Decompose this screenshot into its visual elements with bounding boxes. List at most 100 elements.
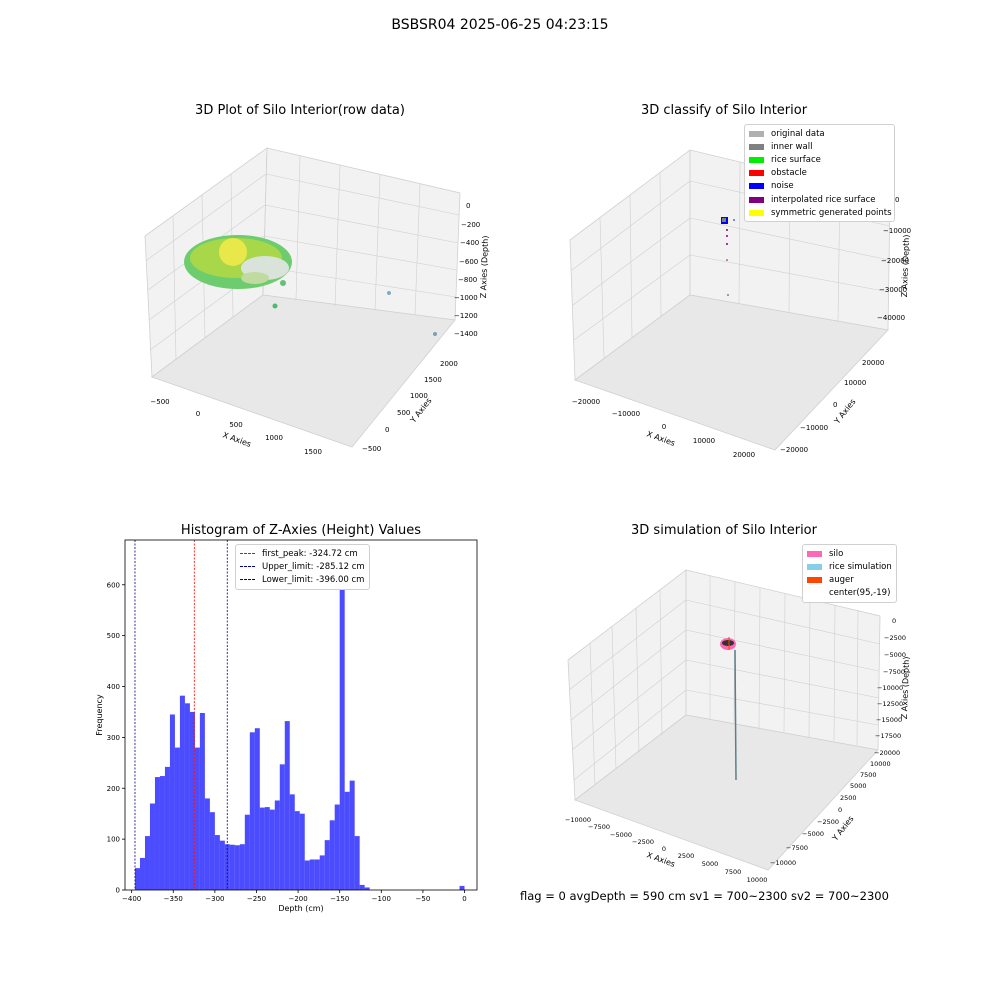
legend-swatch — [749, 209, 764, 216]
histogram-bar — [149, 803, 155, 890]
raw-ztick-2: −400 — [460, 239, 479, 247]
legend-label: first_peak: -324.72 cm — [262, 548, 358, 559]
classify-points — [721, 217, 735, 296]
classify-ztick-2: −20000 — [881, 257, 909, 265]
classify-plot-title: 3D classify of Silo Interior — [640, 103, 808, 118]
histogram-bar — [229, 844, 235, 890]
raw-xtick-2: 500 — [229, 421, 242, 429]
legend-swatch — [749, 130, 764, 137]
legend-swatch — [807, 563, 822, 570]
sim-xtick-5: 2500 — [678, 852, 695, 860]
legend-swatch — [749, 156, 764, 163]
classify-ytick-1: −10000 — [800, 424, 828, 432]
legend-label: original data — [771, 128, 825, 139]
sim-xtick-7: 7500 — [725, 868, 742, 876]
classify-xtick-3: 10000 — [693, 437, 715, 445]
classify-ztick-3: −30000 — [879, 286, 907, 294]
histogram-bar — [219, 840, 225, 890]
histogram-bar — [214, 835, 220, 890]
simulation-legend: silo rice simulation auger center(95,-19… — [802, 544, 897, 603]
legend-label: silo — [829, 548, 844, 559]
histogram-bar — [209, 812, 215, 890]
histogram-bar — [139, 857, 145, 890]
legend-item-silo: silo — [807, 547, 892, 560]
histogram-bar — [174, 747, 180, 890]
legend-swatch — [749, 196, 764, 203]
histogram-bar — [299, 813, 305, 890]
histogram-title: Histogram of Z-Axies (Height) Values — [180, 523, 422, 538]
sim-xtick-1: −7500 — [588, 823, 610, 831]
sim-ztick-0: 0 — [892, 617, 896, 625]
legend-label: obstacle — [771, 168, 807, 179]
sim-xlabel: X Axies — [645, 850, 676, 869]
classify-xtick-0: −20000 — [572, 398, 600, 406]
sim-ytick-3: −2500 — [817, 818, 839, 826]
sim-xtick-3: −2500 — [632, 838, 654, 846]
histogram-bar — [134, 868, 140, 890]
sim-ytick-7: 7500 — [860, 771, 877, 779]
histogram-bar — [354, 836, 360, 890]
sim-ytick-2: −5000 — [802, 830, 824, 838]
classify-zlabel: Z Axies (Depth) — [900, 234, 911, 297]
histogram-bar — [164, 766, 170, 890]
histogram-ytick-label: 500 — [107, 632, 120, 640]
legend-item-rice-surface: rice surface — [749, 153, 890, 166]
sim-ztick-2: −5000 — [884, 651, 906, 659]
histogram-bar — [199, 712, 205, 890]
legend-label: symmetric generated points — [771, 207, 892, 218]
histogram-ytick-label: 0 — [116, 887, 120, 895]
histogram-bar — [289, 794, 295, 890]
classify-xtick-2: 0 — [662, 423, 666, 431]
sim-ztick-5: −12500 — [877, 700, 903, 708]
classify-ytick-0: −20000 — [780, 446, 808, 454]
histogram-bar — [144, 836, 150, 890]
legend-label: noise — [771, 181, 794, 192]
histogram-bar — [249, 732, 255, 890]
classify-ztick-1: −10000 — [883, 227, 911, 235]
sim-xtick-0: −10000 — [565, 816, 591, 824]
sim-xtick-2: −5000 — [610, 831, 632, 839]
raw-3d-panes — [144, 147, 461, 448]
raw-ztick-5: −1000 — [454, 294, 478, 302]
legend-label: interpolated rice surface — [771, 194, 876, 205]
legend-item-first-peak: first_peak: -324.72 cm — [240, 547, 365, 560]
raw-ztick-7: −1400 — [454, 330, 478, 338]
histogram-bar — [284, 721, 290, 890]
classify-ytick-4: 20000 — [862, 359, 884, 367]
histogram-bar — [294, 811, 300, 890]
raw-ztick-3: −600 — [459, 258, 478, 266]
histogram-bar — [159, 776, 165, 890]
histogram-bar — [344, 791, 350, 890]
histogram-bar — [279, 764, 285, 890]
sim-xtick-4: 0 — [662, 845, 666, 853]
raw-ztick-0: 0 — [466, 202, 470, 210]
classify-ztick-4: −40000 — [877, 314, 905, 322]
legend-item-inner-wall: inner wall — [749, 140, 890, 153]
histogram-ylabel: Frequency — [95, 694, 104, 736]
histogram-xtick-label: −200 — [288, 895, 307, 903]
legend-item-original-data: original data — [749, 127, 890, 140]
figure-title: BSBSR04 2025-06-25 04:23:15 — [391, 17, 609, 33]
histogram-bar — [184, 703, 190, 890]
histogram-bar — [179, 695, 185, 890]
histogram-frame — [124, 539, 478, 891]
raw-ytick-4: 1500 — [424, 376, 442, 384]
histogram-bar — [254, 728, 260, 890]
histogram-bar — [334, 804, 340, 890]
sim-ztick-6: −15000 — [876, 716, 902, 724]
histogram-ytick-label: 400 — [107, 683, 120, 691]
histogram-xtick-label: −350 — [164, 895, 183, 903]
legend-swatch — [807, 590, 822, 596]
classify-tick-labels: −20000 −10000 0 10000 20000 −20000 −1000… — [572, 196, 911, 459]
classify-legend: original data inner wall rice surface ob… — [744, 124, 895, 223]
raw-xtick-4: 1500 — [304, 448, 322, 456]
sim-ytick-8: 10000 — [870, 760, 891, 768]
histogram-chart: −400 −350 −300 −250 −200 −150 −100 −50 0 0 100 200… — [95, 539, 478, 913]
classify-ytick-2: 0 — [833, 401, 837, 409]
histogram-bar — [194, 747, 200, 890]
histogram-xticks: −400 −350 −300 −250 −200 −150 −100 −50 0 — [122, 890, 467, 903]
histogram-ytick-label: 600 — [107, 581, 120, 589]
status-footer: flag = 0 avgDepth = 590 cm sv1 = 700~230… — [520, 889, 889, 903]
